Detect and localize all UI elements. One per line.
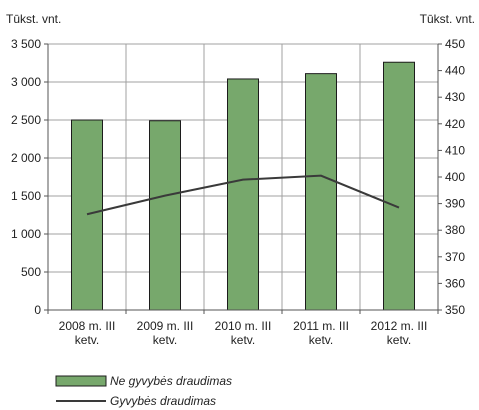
right-axis-tick-label: 370 [445, 250, 465, 264]
legend-swatch-ne-gyvybes [55, 375, 107, 387]
right-axis-ticks: 350 360 370 380 390 400 410 420 430 440 450 [445, 37, 465, 317]
left-axis-tick-label: 0 [34, 303, 41, 317]
left-axis-tick-label: 2 500 [11, 113, 41, 127]
left-axis-tick-label: 2 000 [11, 151, 41, 165]
x-axis-ticks: 2008 m. III ketv. 2009 m. III ketv. 2010 m. … [59, 319, 428, 347]
x-axis-tick-label: 2009 m. III ketv. [137, 319, 194, 347]
left-axis-ticks: 0 500 1 000 1 500 2 000 2 500 3 000 3 500 [11, 37, 41, 317]
left-axis-tick-label: 1 000 [11, 227, 41, 241]
right-axis-tick-label: 350 [445, 303, 465, 317]
right-axis-tick-label: 400 [445, 170, 465, 184]
axes [44, 43, 442, 314]
right-axis-tick-label: 380 [445, 223, 465, 237]
left-axis-tick-label: 3 000 [11, 75, 41, 89]
bar [305, 73, 337, 311]
left-axis-tick-label: 3 500 [11, 37, 41, 51]
x-axis-tick-label: 2012 m. III ketv. [371, 319, 428, 347]
right-axis-tick-label: 440 [445, 64, 465, 78]
legend-label-ne-gyvybes: Ne gyvybės draudimas [110, 374, 232, 388]
bar [149, 120, 181, 311]
bar [383, 61, 415, 311]
right-axis-tick-label: 360 [445, 276, 465, 290]
right-axis-unit-label: Tūkst. vnt. [420, 12, 475, 26]
right-axis-tick-label: 450 [445, 37, 465, 51]
line-gyvybes-draudimas [86, 174, 400, 216]
bar-series [71, 61, 415, 311]
left-axis-tick-label: 1 500 [11, 189, 41, 203]
x-axis-tick-label: 2008 m. III ketv. [59, 319, 116, 347]
left-axis-unit-label: Tūkst. vnt. [6, 12, 61, 26]
bar [227, 78, 259, 311]
bar [71, 119, 103, 311]
legend: Ne gyvybės draudimas Gyvybės draudimas [55, 374, 232, 408]
line-series [86, 174, 400, 216]
left-axis-tick-label: 500 [21, 265, 41, 279]
legend-label-gyvybes: Gyvybės draudimas [110, 394, 216, 408]
right-axis-tick-label: 390 [445, 197, 465, 211]
right-axis-tick-label: 430 [445, 90, 465, 104]
x-axis-tick-label: 2011 m. III ketv. [293, 319, 349, 347]
right-axis-tick-label: 420 [445, 117, 465, 131]
right-axis-tick-label: 410 [445, 143, 465, 157]
x-axis-tick-label: 2010 m. III ketv. [215, 319, 272, 347]
